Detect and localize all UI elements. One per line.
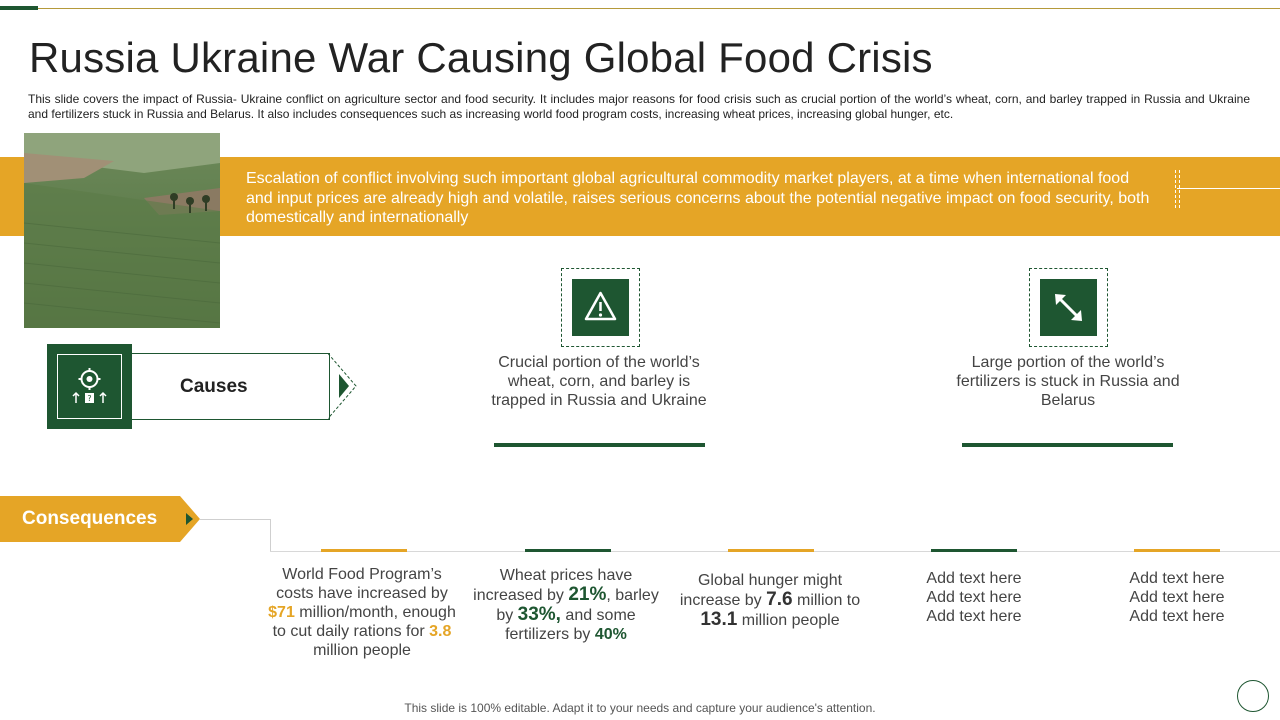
placeholder-line: Add text here [926,608,1022,625]
consequence-4-text: Add text here Add text here Add text her… [874,569,1074,626]
causes-label: Causes [180,376,248,397]
wfp-cost-value: $71 [268,604,295,621]
fertilizer-increase-value: 40% [594,626,627,643]
causes-chevron-arrow [328,353,357,419]
banner-text: Escalation of conflict involving such im… [246,170,1150,226]
slide-subtitle: This slide covers the impact of Russia- … [28,92,1250,121]
consequence-1-marker [321,549,407,552]
cause-1-underline [494,443,705,447]
cause-1-icon-tile [572,279,629,336]
cause-1-icon-frame [561,268,640,347]
hunger-low-value: 7.6 [766,589,793,610]
consequence-5-text: Add text here Add text here Add text her… [1077,569,1277,626]
placeholder-line: Add text here [926,570,1022,587]
consequence-2-marker [525,549,611,552]
consequence-4-marker [931,549,1017,552]
causes-gear-icon: ? [72,368,107,403]
barley-increase-value: 33%, [517,604,561,625]
hunger-high-value: 13.1 [700,609,738,630]
consequences-tab [0,496,200,542]
placeholder-line: Add text here [1129,608,1225,625]
consequences-connector-drop [270,519,271,551]
banner-decor-line [1177,188,1280,189]
wheat-increase-value: 21% [568,584,607,605]
banner-decor-vertical [1175,170,1180,208]
consequences-connector [200,519,270,520]
corner-circle-icon [1237,680,1269,712]
slide-title: Russia Ukraine War Causing Global Food C… [29,34,933,81]
top-rule [0,8,1280,9]
field-photo-illustration [24,133,220,328]
consequences-label: Consequences [22,508,158,529]
wfp-people-value: 3.8 [429,623,452,640]
cause-2-text: Large portion of the world’s fertilizers… [956,354,1180,409]
cause-2-underline [962,443,1173,447]
consequence-5-marker [1134,549,1220,552]
causes-icon-frame: ? [57,354,122,419]
consequence-wheat-text: Wheat prices have increased by 21%, barl… [473,567,659,643]
placeholder-line: Add text here [926,589,1022,606]
slide-footer: This slide is 100% editable. Adapt it to… [404,701,876,715]
consequence-3-marker [728,549,814,552]
consequence-wfp-text: World Food Program’s costs have increase… [268,566,456,659]
cause-2-icon-frame [1029,268,1108,347]
top-accent-bar [0,6,38,10]
field-photo [24,133,220,328]
expand-arrows-icon [1055,294,1082,321]
cause-1-text: Crucial portion of the world’s wheat, co… [491,354,707,409]
svg-text:?: ? [87,394,91,403]
placeholder-line: Add text here [1129,570,1225,587]
warning-icon [584,291,617,321]
placeholder-line: Add text here [1129,589,1225,606]
causes-label-box [131,353,330,420]
consequence-hunger-text: Global hunger might increase by 7.6 mill… [679,572,861,630]
cause-2-icon-tile [1040,279,1097,336]
